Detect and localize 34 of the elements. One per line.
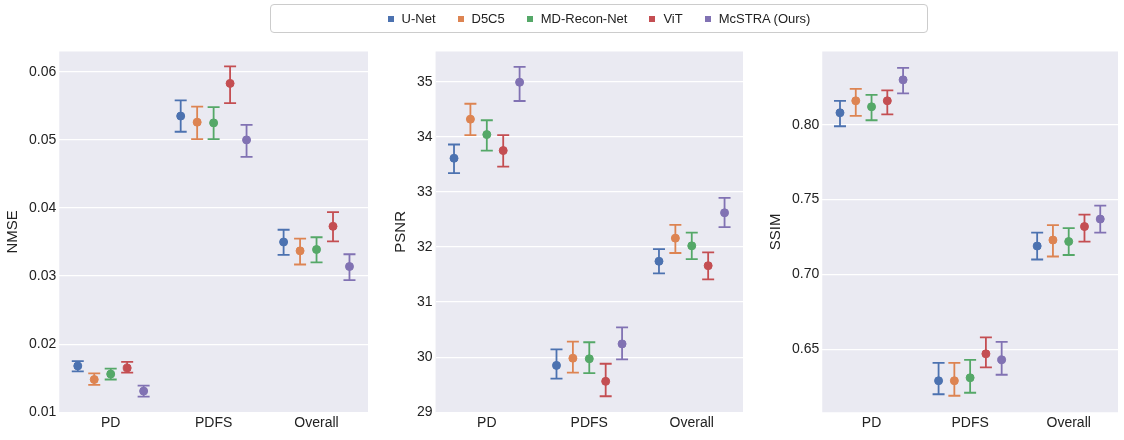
y-tick-label: 0.06 bbox=[29, 62, 57, 79]
x-tick-label: PD bbox=[861, 414, 882, 431]
legend-label: McSTRA (Ours) bbox=[718, 11, 811, 26]
x-tick-label: PDFS bbox=[194, 414, 233, 431]
y-tick-label: 35 bbox=[416, 72, 433, 89]
y-tick-label: 0.02 bbox=[29, 334, 57, 351]
y-tick-label: 32 bbox=[416, 237, 433, 254]
x-tick-label: Overall bbox=[294, 414, 339, 431]
y-tick-label: 0.80 bbox=[792, 115, 820, 132]
y-tick-label: 0.05 bbox=[29, 130, 57, 147]
y-axis-title: NMSE bbox=[3, 210, 21, 254]
y-tick-label: 29 bbox=[416, 403, 433, 420]
x-tick-label: PD bbox=[477, 414, 497, 431]
x-tick-label: Overall bbox=[1046, 414, 1091, 431]
x-tick-label: Overall bbox=[669, 414, 714, 431]
x-tick-label: PD bbox=[100, 414, 121, 431]
y-tick-label: 0.04 bbox=[29, 198, 57, 215]
y-axis-title: PSNR bbox=[391, 210, 409, 253]
legend-label: U-Net bbox=[401, 11, 436, 26]
y-tick-label: 0.01 bbox=[29, 403, 57, 420]
y-tick-label: 0.75 bbox=[792, 190, 820, 207]
y-tick-label: 34 bbox=[416, 127, 433, 144]
y-tick-label: 0.03 bbox=[29, 266, 57, 283]
legend-label: ViT bbox=[663, 11, 683, 26]
legend-label: MD-Recon-Net bbox=[540, 11, 628, 26]
x-tick-label: PDFS bbox=[570, 414, 608, 431]
x-tick-label: PDFS bbox=[951, 414, 989, 431]
legend-label: D5C5 bbox=[471, 11, 505, 26]
y-tick-label: 0.70 bbox=[792, 265, 820, 282]
y-tick-label: 31 bbox=[416, 292, 433, 309]
y-tick-label: 33 bbox=[416, 182, 433, 199]
y-tick-label: 30 bbox=[416, 347, 433, 364]
y-axis-title: SSIM bbox=[766, 213, 784, 251]
y-tick-label: 0.65 bbox=[792, 340, 820, 357]
